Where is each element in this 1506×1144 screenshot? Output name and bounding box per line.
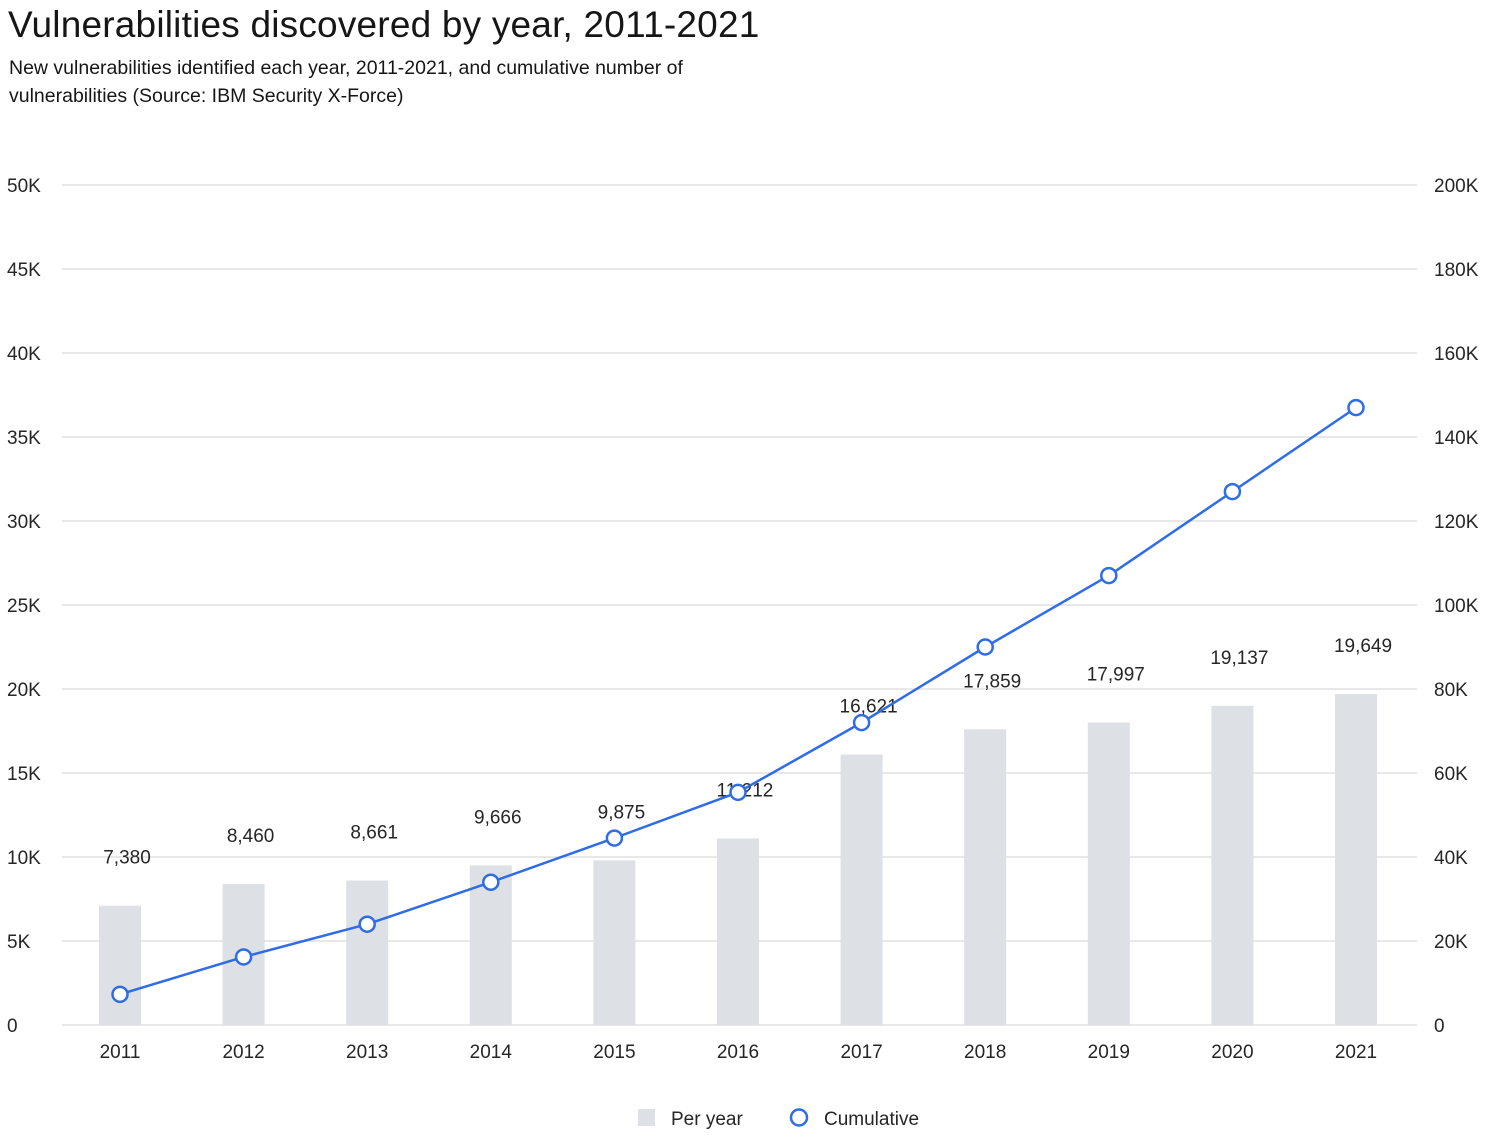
- chart-subtitle: New vulnerabilities identified each year…: [9, 57, 683, 107]
- bar-value-labels: 7,3808,4608,6619,6669,87511,21216,62117,…: [103, 636, 1392, 869]
- x-tick-label: 2016: [717, 1042, 759, 1063]
- bar-value-label: 19,649: [1334, 636, 1392, 657]
- y-right-tick-label: 0: [1434, 1016, 1445, 1037]
- x-tick-label: 2020: [1211, 1042, 1253, 1063]
- x-tick-label: 2017: [840, 1042, 882, 1063]
- y-left-tick-label: 50K: [7, 176, 41, 197]
- y-left-tick-label: 30K: [7, 512, 41, 533]
- legend-label-per-year: Per year: [671, 1109, 743, 1130]
- y-right-tick-label: 60K: [1434, 764, 1468, 785]
- y-right-tick-label: 160K: [1434, 344, 1479, 365]
- bar: [1211, 705, 1254, 1025]
- y-right-tick-label: 40K: [1434, 848, 1468, 869]
- y-left-tick-label: 0: [7, 1016, 18, 1037]
- x-tick-label: 2011: [100, 1042, 141, 1063]
- right-axis: 0 20K 40K 60K 80K 100K 120K 140K 160K 180K 200K: [1434, 176, 1479, 1037]
- bar-value-label: 17,859: [963, 671, 1021, 692]
- bar-value-label: 19,137: [1210, 648, 1268, 669]
- cumulative-point: [358, 915, 376, 933]
- y-left-tick-label: 35K: [7, 428, 41, 449]
- bar-value-label: 17,997: [1087, 665, 1145, 686]
- bar-value-label: 7,380: [103, 848, 151, 869]
- legend: Per year Cumulative: [638, 1108, 919, 1130]
- cumulative-point: [1223, 482, 1242, 501]
- y-left-tick-label: 5K: [7, 932, 31, 953]
- bar: [1335, 694, 1377, 1025]
- y-left-tick-label: 45K: [7, 260, 41, 281]
- chart-title: Vulnerabilities discovered by year, 2011…: [8, 4, 760, 45]
- legend-swatch-per-year: [638, 1109, 655, 1126]
- x-tick-label: 2014: [470, 1042, 513, 1063]
- bar-value-label: 9,875: [598, 802, 646, 823]
- bar-value-label: 9,666: [474, 807, 522, 828]
- bar-value-label: 16,621: [840, 697, 898, 718]
- bar: [1087, 722, 1130, 1025]
- x-axis: 2011 2012 2013 2014 2015 2016 2017 2018 2019 2020…: [100, 1042, 1378, 1063]
- y-right-tick-label: 180K: [1434, 260, 1479, 281]
- x-tick-label: 2013: [346, 1042, 388, 1063]
- cumulative-point: [729, 783, 747, 802]
- y-left-tick-label: 25K: [7, 596, 41, 617]
- bar-value-label: 8,460: [227, 826, 275, 847]
- legend-label-cumulative: Cumulative: [824, 1109, 919, 1130]
- left-axis: 0 5K 10K 15K 20K 25K 30K 35K 40K 45K 50K: [7, 176, 41, 1037]
- y-left-tick-label: 20K: [7, 680, 41, 701]
- legend-marker-cumulative: [789, 1108, 809, 1127]
- bar-series-per-year: [99, 694, 1377, 1025]
- y-left-tick-label: 15K: [7, 764, 41, 785]
- bar: [469, 865, 512, 1025]
- x-tick-label: 2021: [1335, 1042, 1377, 1063]
- cumulative-point: [605, 829, 624, 847]
- cumulative-point: [1347, 398, 1365, 417]
- cumulative-point: [1100, 566, 1118, 585]
- y-right-tick-label: 80K: [1434, 680, 1468, 701]
- bar: [99, 905, 141, 1025]
- y-left-tick-label: 40K: [7, 344, 41, 365]
- cumulative-point: [852, 713, 871, 732]
- bar: [717, 838, 759, 1025]
- y-right-tick-label: 100K: [1434, 596, 1479, 617]
- bar: [346, 880, 389, 1025]
- x-tick-label: 2012: [222, 1042, 264, 1063]
- cumulative-point: [234, 948, 253, 966]
- y-right-tick-label: 120K: [1434, 512, 1479, 533]
- y-right-tick-label: 140K: [1434, 428, 1479, 449]
- x-tick-label: 2018: [964, 1042, 1006, 1063]
- bar-value-label: 8,661: [350, 823, 398, 844]
- x-tick-label: 2015: [593, 1042, 635, 1063]
- line-series-cumulative: [111, 398, 1365, 1004]
- bar: [593, 860, 636, 1025]
- x-tick-label: 2019: [1088, 1042, 1130, 1063]
- cumulative-point: [111, 985, 129, 1004]
- y-right-tick-label: 20K: [1434, 932, 1468, 953]
- bar: [964, 729, 1007, 1025]
- cumulative-point: [976, 638, 994, 656]
- bar: [840, 754, 883, 1025]
- y-left-tick-label: 10K: [7, 848, 41, 869]
- y-right-tick-label: 200K: [1434, 176, 1479, 197]
- cumulative-point: [482, 873, 500, 891]
